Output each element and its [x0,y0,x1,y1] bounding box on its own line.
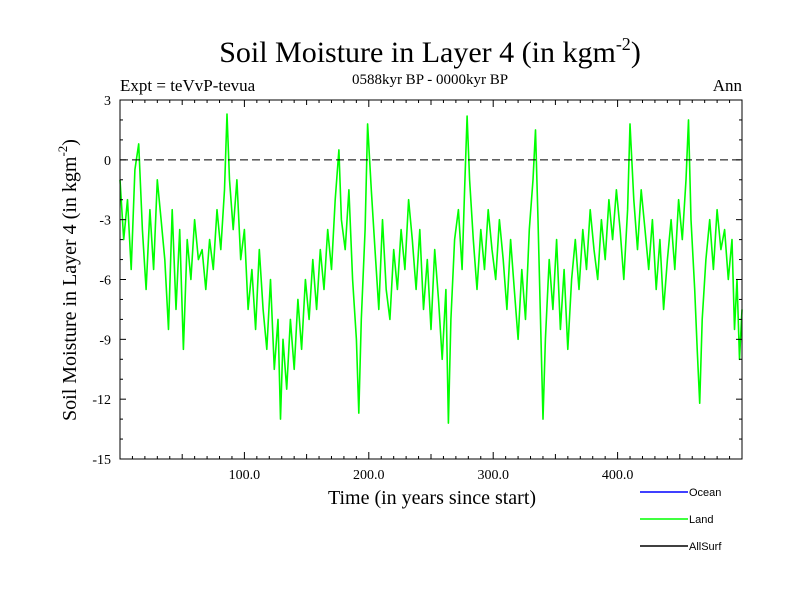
y-tick-label: -3 [99,214,111,229]
legend: Ocean Land AllSurf [640,487,722,553]
plot-area: 3 0 -3 -6 -9 -12 -15 100.0 200.0 300.0 400.0 [92,94,743,483]
chart-title-superscript: -2 [616,34,631,54]
y-tick-label: 0 [104,154,111,169]
experiment-label: Expt = teVvP-tevua [120,76,256,95]
x-axis-label: Time (in years since start) [328,487,536,509]
time-range-label: 0588kyr BP - 0000kyr BP [352,72,508,88]
legend-label-allsurf: AllSurf [689,541,722,553]
x-tick-label: 300.0 [477,468,509,483]
chart-title: Soil Moisture in Layer 4 (in kgm-2) [219,34,641,69]
x-tick-label: 200.0 [353,468,385,483]
y-tick-label: -9 [99,333,111,348]
legend-label-land: Land [689,514,713,526]
legend-label-ocean: Ocean [689,487,721,499]
y-axis-label: Soil Moisture in Layer 4 (in kgm-2) [55,139,81,421]
season-label: Ann [713,76,743,95]
y-tick-label: -6 [99,274,111,289]
y-tick-label: -15 [92,453,111,468]
y-tick-label: -12 [92,393,111,408]
x-tick-label: 400.0 [602,468,634,483]
y-axis-label-superscript: -2 [55,146,70,157]
y-tick-label: 3 [104,94,111,109]
x-tick-label: 100.0 [229,468,261,483]
series-line-land [119,113,743,424]
